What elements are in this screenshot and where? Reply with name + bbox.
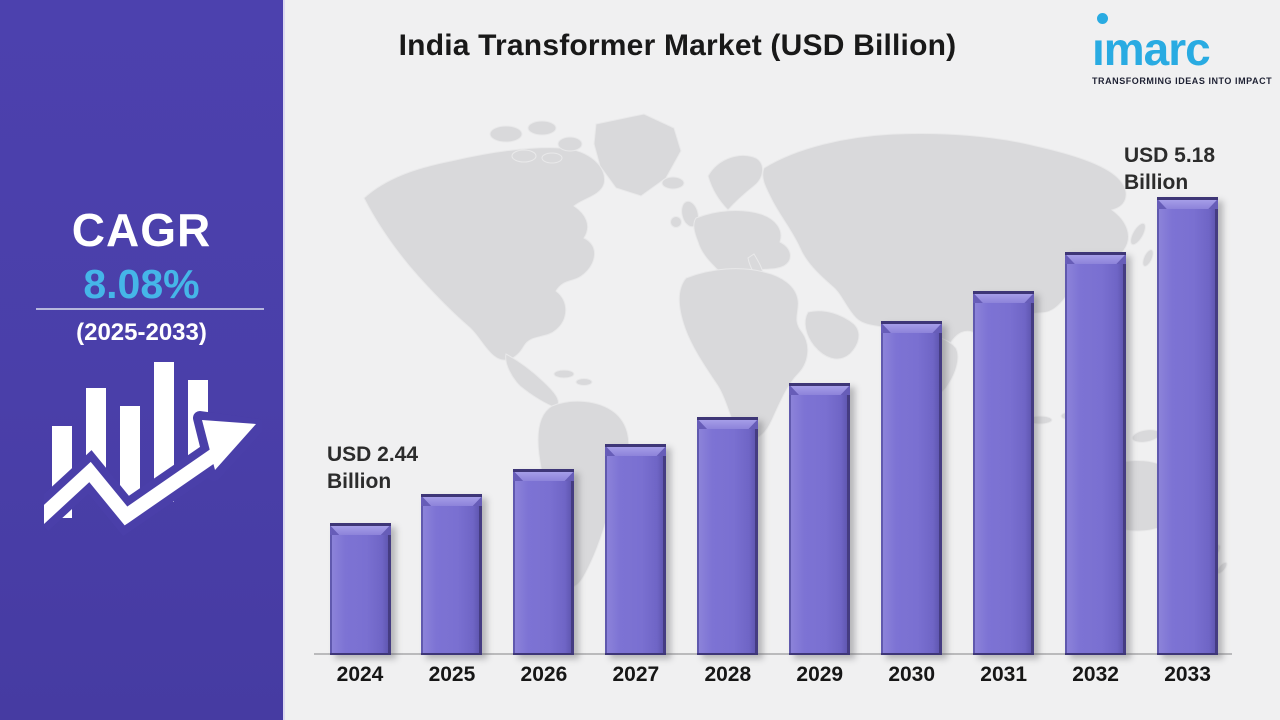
bar-bevel	[329, 526, 391, 535]
x-axis-label-2032: 2032	[1072, 663, 1119, 686]
bar-bevel	[605, 447, 667, 456]
x-axis-label-2029: 2029	[796, 663, 844, 686]
bar-bevel	[789, 386, 851, 395]
bar-bevel	[1157, 200, 1219, 209]
bar-body	[789, 395, 851, 655]
bar-body	[881, 333, 943, 655]
bar-bevel	[513, 472, 575, 481]
sidebar: CAGR 8.08% (2025-2033)	[0, 0, 285, 720]
annotation-2024-value: USD 2.44 Billion	[327, 443, 419, 493]
imarc-logo: ımarc TRANSFORMING IDEAS INTO IMPACT	[1092, 13, 1273, 86]
bar-2025	[421, 494, 483, 655]
bar-body	[697, 429, 759, 655]
cagr-value: 8.08%	[83, 261, 200, 307]
bar-bevel	[973, 294, 1035, 303]
x-axis-label-2024: 2024	[336, 663, 384, 686]
bar-2028	[697, 417, 759, 655]
cagr-label: CAGR	[71, 204, 212, 256]
bar-cap	[605, 444, 667, 447]
x-axis-label-2025: 2025	[428, 663, 476, 686]
bar-cap	[789, 383, 851, 386]
x-axis-label-2026: 2026	[520, 663, 568, 686]
bar-body	[1157, 209, 1219, 655]
bar-bevel	[697, 420, 759, 429]
bar-bevel	[1065, 255, 1127, 264]
bar-2031	[973, 291, 1035, 655]
imarc-logo-tagline: TRANSFORMING IDEAS INTO IMPACT	[1092, 75, 1273, 86]
bar-cap	[1065, 252, 1127, 255]
bar-cap	[973, 291, 1035, 294]
bar-2024	[329, 523, 391, 655]
imarc-logo-text: ımarc	[1092, 23, 1211, 75]
x-axis-label-2033: 2033	[1164, 663, 1211, 686]
bar-cap	[329, 523, 391, 526]
bar-body	[329, 535, 391, 655]
bar-2027	[605, 444, 667, 655]
x-axis-label-2030: 2030	[888, 663, 936, 686]
x-axis-label-2027: 2027	[612, 663, 660, 686]
bar-bevel	[881, 324, 943, 333]
bar-body	[513, 481, 575, 655]
bar-cap	[697, 417, 759, 420]
bar-body	[421, 506, 483, 655]
bar-cap	[513, 469, 575, 472]
logo-dot-icon	[1097, 13, 1108, 24]
bar-bevel	[421, 497, 483, 506]
annotation-2033-value: USD 5.18 Billion	[1124, 144, 1216, 194]
bar-cap	[421, 494, 483, 497]
bar-2029	[789, 383, 851, 655]
bar-body	[973, 303, 1035, 655]
cagr-period: (2025-2033)	[76, 319, 207, 346]
x-axis-line	[314, 653, 1232, 655]
divider	[36, 308, 264, 310]
chart-title: India Transformer Market (USD Billion)	[398, 29, 957, 62]
bar-2032	[1065, 252, 1127, 655]
x-axis-label-2031: 2031	[980, 663, 1027, 686]
bar-cap	[881, 321, 943, 324]
bar-cap	[1157, 197, 1219, 200]
x-axis-label-2028: 2028	[704, 663, 752, 686]
bar-body	[605, 456, 667, 655]
bar-body	[1065, 264, 1127, 655]
growth-trend-icon	[44, 362, 262, 537]
bar-2030	[881, 321, 943, 655]
bar-2026	[513, 469, 575, 655]
bar-2033	[1157, 197, 1219, 655]
